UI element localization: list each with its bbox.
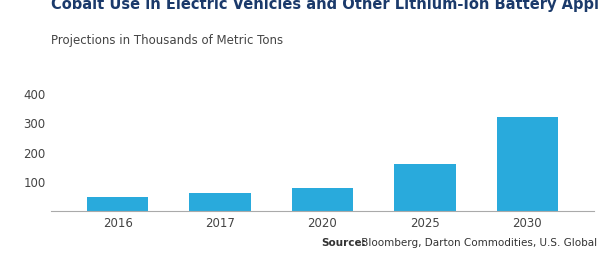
Bar	[292, 188, 353, 211]
Text: Cobalt Use in Electric Vehicles and Other Lithium-Ion Battery Applications: Cobalt Use in Electric Vehicles and Othe…	[51, 0, 600, 12]
Bar	[394, 164, 455, 211]
Text: Bloomberg, Darton Commodities, U.S. Global Investors: Bloomberg, Darton Commodities, U.S. Glob…	[358, 238, 600, 248]
Text: Projections in Thousands of Metric Tons: Projections in Thousands of Metric Tons	[51, 34, 283, 47]
Text: Source:: Source:	[321, 238, 366, 248]
Bar	[190, 193, 251, 211]
Bar	[497, 117, 558, 211]
Bar	[87, 197, 148, 211]
